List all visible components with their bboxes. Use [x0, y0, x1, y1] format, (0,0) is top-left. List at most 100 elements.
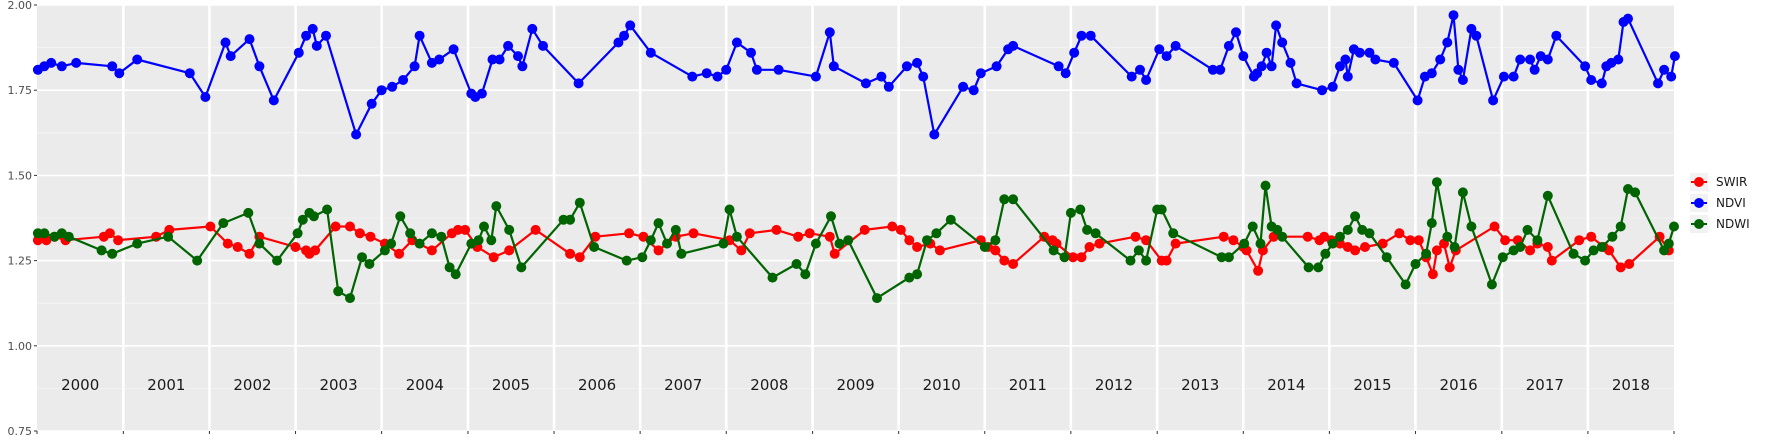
data-point [405, 228, 416, 239]
legend-key-point [1694, 219, 1704, 229]
data-point [1065, 207, 1076, 218]
data-point [39, 228, 50, 239]
data-point [1613, 54, 1624, 65]
data-point [460, 224, 471, 235]
data-point [1059, 252, 1070, 263]
data-point [395, 211, 406, 222]
year-label: 2007 [664, 376, 702, 394]
data-point [1377, 238, 1388, 249]
data-point [486, 235, 497, 246]
data-point [1082, 224, 1093, 235]
data-point [1090, 228, 1101, 239]
data-point [1327, 81, 1338, 92]
data-point [1277, 37, 1288, 48]
data-point [574, 252, 585, 263]
data-point [163, 231, 174, 242]
data-point [436, 231, 447, 242]
data-point [1596, 78, 1607, 89]
data-point [1130, 231, 1141, 242]
data-point [71, 57, 82, 68]
data-point [1427, 269, 1438, 280]
data-point [1532, 235, 1543, 246]
data-point [113, 235, 124, 246]
data-point [1342, 224, 1353, 235]
data-point [1170, 40, 1181, 51]
data-point [426, 228, 437, 239]
data-point [990, 245, 1001, 256]
data-point [968, 85, 979, 96]
year-label: 2006 [578, 376, 616, 394]
data-point [688, 228, 699, 239]
data-point [1457, 187, 1468, 198]
data-point [1069, 47, 1080, 58]
data-point [613, 37, 624, 48]
data-point [244, 34, 255, 45]
data-point [476, 88, 487, 99]
data-point [254, 238, 265, 249]
data-point [1663, 238, 1674, 249]
data-point [1068, 252, 1078, 263]
data-point [1515, 242, 1526, 252]
data-point [1525, 54, 1536, 65]
data-point [829, 248, 840, 259]
data-point [1342, 71, 1353, 82]
data-point [530, 224, 541, 235]
data-point [1076, 30, 1087, 41]
data-point [746, 47, 756, 58]
data-point [1161, 255, 1172, 266]
data-point [1340, 54, 1351, 65]
data-point [773, 64, 784, 75]
data-point [824, 27, 835, 38]
year-label: 2003 [319, 376, 357, 394]
data-point [834, 238, 845, 249]
data-point [912, 269, 923, 280]
data-point [308, 211, 319, 222]
data-point [184, 68, 195, 79]
data-point [1488, 95, 1499, 106]
data-point [293, 47, 304, 58]
data-point [96, 245, 107, 256]
data-point [1498, 71, 1509, 82]
data-point [1580, 255, 1591, 266]
data-point [1320, 248, 1331, 259]
data-point [220, 37, 231, 48]
data-point [1335, 61, 1345, 72]
data-point [876, 71, 887, 82]
data-point [731, 37, 742, 48]
data-point [872, 293, 882, 304]
data-point [904, 272, 915, 283]
legend-key [1690, 173, 1708, 191]
data-point [922, 235, 932, 246]
data-point [351, 129, 362, 140]
data-point [1542, 190, 1553, 201]
data-point [1542, 242, 1553, 252]
data-point [1008, 194, 1019, 205]
data-point [1141, 255, 1152, 266]
data-point [1580, 61, 1591, 72]
legend-key-point [1694, 177, 1704, 187]
data-point [1457, 75, 1468, 85]
data-point [1075, 204, 1086, 215]
data-point [712, 71, 723, 82]
data-point [843, 235, 854, 246]
data-point [1624, 259, 1635, 269]
data-point [268, 95, 279, 106]
y-tick-label: 2.00 [8, 0, 33, 12]
data-point [653, 218, 664, 229]
data-point [589, 242, 600, 252]
data-point [366, 98, 377, 109]
data-point [1327, 238, 1338, 249]
legend-key [1690, 215, 1708, 233]
data-point [670, 224, 681, 235]
data-point [1453, 64, 1464, 75]
data-point [687, 71, 698, 82]
data-point [222, 238, 233, 249]
data-point [721, 64, 732, 75]
data-point [1133, 245, 1144, 256]
data-point [1388, 57, 1399, 68]
data-point [1508, 71, 1519, 82]
data-point [724, 204, 735, 215]
year-label: 2017 [1526, 376, 1564, 394]
data-point [192, 255, 203, 266]
y-axis: 0.75 1.00 1.25 1.50 1.75 2.00 [8, 0, 37, 438]
